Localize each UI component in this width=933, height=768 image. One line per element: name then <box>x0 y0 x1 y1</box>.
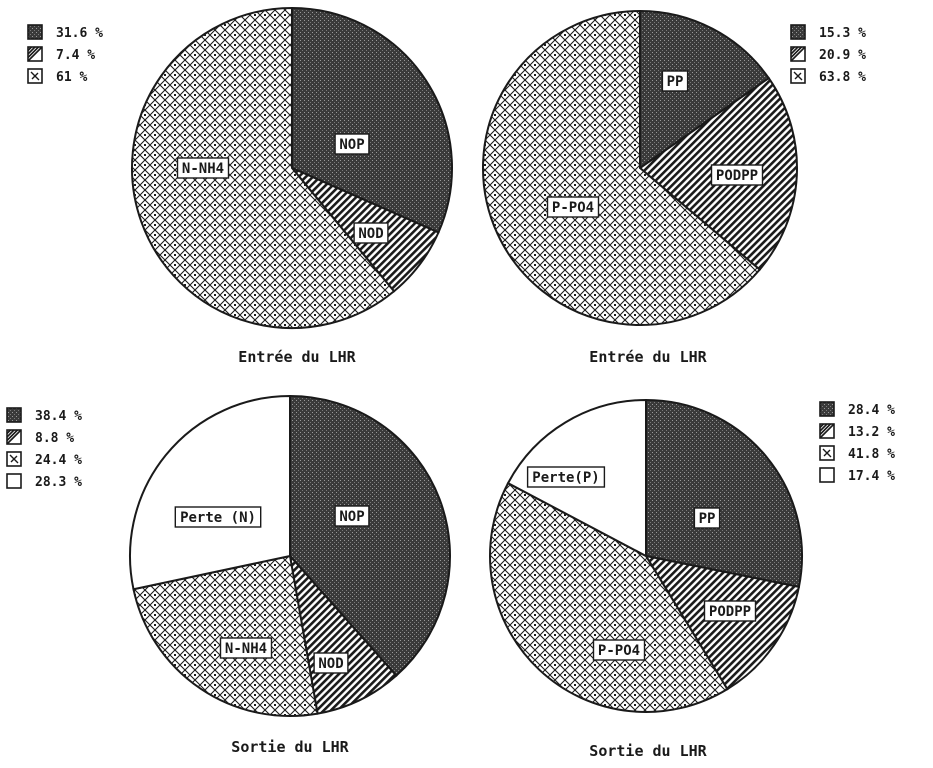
pie-chart-1-slices <box>131 6 453 329</box>
pie-chart-4-caption: Sortie du LHR <box>589 742 707 760</box>
pie-chart-1: NOP NOD N-NH4 31.6 % 7.4 % 61 % Entrée du LH… <box>27 6 453 366</box>
pie-1-slice-label-n-nh4: N-NH4 <box>176 157 230 179</box>
pie-1-slice-label-nod: NOD <box>353 222 389 244</box>
pie-3-slice-perte-n <box>129 394 291 591</box>
pie-3-slice-label-text-perte-n: Perte (N) <box>180 510 256 526</box>
pie-chart-4-slices <box>489 398 804 713</box>
pie-chart-4: PP PODPP P-PO4 Perte(P) 28.4 % 13.2 % 41.8 % 1… <box>489 398 895 760</box>
pie-3-legend-swatch-perte-n <box>6 473 22 489</box>
pie-chart-3-caption: Sortie du LHR <box>231 738 349 756</box>
pie-chart-4-labels: PP PODPP P-PO4 Perte(P) <box>526 466 757 661</box>
pie-2-slice-label-text-pp: PP <box>667 74 684 90</box>
pie-3-slice-label-nod: NOD <box>313 652 349 674</box>
pie-1-legend-value-nod: 7.4 % <box>56 48 95 63</box>
pie-2-legend-swatch-p-po4 <box>790 68 806 84</box>
pie-4-legend-swatch-podpp <box>819 423 835 439</box>
pie-3-slice-n-nh4 <box>132 554 319 717</box>
pie-1-slice-nop <box>291 6 453 234</box>
pie-2-slice-pp <box>639 9 771 170</box>
pie-2-slice-p-po4 <box>482 9 762 326</box>
pie-chart-3-labels: NOP NOD N-NH4 Perte (N) <box>174 505 370 674</box>
pie-4-slice-podpp <box>643 554 801 691</box>
pie-4-slice-label-pp: PP <box>693 507 721 529</box>
pie-3-legend-swatch-nod <box>6 429 22 445</box>
pie-chart-4-legend: 28.4 % 13.2 % 41.8 % 17.4 % <box>819 401 895 484</box>
pie-1-slice-n-nh4 <box>131 6 396 329</box>
pie-4-slice-label-podpp: PODPP <box>703 600 757 622</box>
pie-1-legend-value-n-nh4: 61 % <box>56 70 87 85</box>
pie-3-legend-swatch-nop <box>6 407 22 423</box>
pie-2-legend-value-pp: 15.3 % <box>819 26 866 41</box>
pie-2-slice-label-text-podpp: PODPP <box>716 168 758 184</box>
pie-2-legend-value-podpp: 20.9 % <box>819 48 866 63</box>
pie-3-slice-label-n-nh4: N-NH4 <box>219 637 273 659</box>
pie-chart-1-labels: NOP NOD N-NH4 <box>176 133 389 244</box>
pie-1-slice-label-text-n-nh4: N-NH4 <box>182 161 224 177</box>
pie-1-slice-label-text-nop: NOP <box>339 137 364 153</box>
pie-chart-2-legend: 15.3 % 20.9 % 63.8 % <box>790 24 866 85</box>
pie-1-legend-swatch-nod <box>27 46 43 62</box>
pie-3-legend-value-n-nh4: 24.4 % <box>35 453 82 468</box>
pie-2-legend-swatch-podpp <box>790 46 806 62</box>
pie-1-legend-value-nop: 31.6 % <box>56 26 103 41</box>
pie-3-legend-swatch-n-nh4 <box>6 451 22 467</box>
pie-3-legend-value-perte-n: 28.3 % <box>35 475 82 490</box>
pie-3-legend-value-nod: 8.8 % <box>35 431 74 446</box>
pie-3-slice-nod <box>288 552 398 715</box>
pie-2-slice-label-pp: PP <box>661 70 689 92</box>
pie-4-slice-pp <box>645 398 804 589</box>
pie-chart-2: PP PODPP P-PO4 15.3 % 20.9 % 63.8 % Entrée d… <box>482 9 866 366</box>
pie-4-slice-label-text-perte-p: Perte(P) <box>532 470 599 486</box>
pie-4-legend-value-podpp: 13.2 % <box>848 425 895 440</box>
pie-3-slice-label-text-n-nh4: N-NH4 <box>225 641 267 657</box>
pie-1-legend-swatch-nop <box>27 24 43 40</box>
pie-4-legend-swatch-pp <box>819 401 835 417</box>
pie-3-legend-value-nop: 38.4 % <box>35 409 82 424</box>
pie-3-slice-nop <box>289 394 451 678</box>
pie-4-slice-p-po4 <box>489 481 729 713</box>
pie-4-legend-swatch-p-po4 <box>819 445 835 461</box>
pie-1-slice-label-text-nod: NOD <box>358 226 383 242</box>
pie-chart-2-caption: Entrée du LHR <box>589 348 707 366</box>
pie-4-legend-value-pp: 28.4 % <box>848 403 895 418</box>
pie-chart-3-slices <box>129 394 451 717</box>
pie-chart-3: NOP NOD N-NH4 Perte (N) 38.4 % 8.8 % 24.4 % 28… <box>6 394 451 756</box>
pie-4-legend-value-p-po4: 41.8 % <box>848 447 895 462</box>
pie-3-slice-label-text-nop: NOP <box>339 509 364 525</box>
pie-2-slice-label-p-po4: P-PO4 <box>546 196 600 218</box>
pie-4-slice-label-p-po4: P-PO4 <box>592 639 646 661</box>
pie-3-slice-label-nop: NOP <box>334 505 370 527</box>
pie-chart-2-labels: PP PODPP P-PO4 <box>546 70 764 218</box>
pie-2-slice-label-podpp: PODPP <box>710 164 764 186</box>
pie-1-legend-swatch-n-nh4 <box>27 68 43 84</box>
pie-4-slice-label-perte-p: Perte(P) <box>526 466 606 488</box>
pie-2-legend-swatch-pp <box>790 24 806 40</box>
pie-2-slice-label-text-p-po4: P-PO4 <box>552 200 594 216</box>
pie-4-slice-label-text-pp: PP <box>699 511 716 527</box>
pie-chart-3-legend: 38.4 % 8.8 % 24.4 % 28.3 % <box>6 407 82 490</box>
pie-4-legend-value-perte-p: 17.4 % <box>848 469 895 484</box>
pie-4-slice-label-text-p-po4: P-PO4 <box>598 643 640 659</box>
pie-3-slice-label-text-nod: NOD <box>318 656 343 672</box>
pie-chart-1-caption: Entrée du LHR <box>238 348 356 366</box>
pie-3-slice-label-perte-n: Perte (N) <box>174 506 262 528</box>
pie-4-slice-label-text-podpp: PODPP <box>709 604 751 620</box>
pie-chart-1-legend: 31.6 % 7.4 % 61 % <box>27 24 103 85</box>
pie-2-legend-value-p-po4: 63.8 % <box>819 70 866 85</box>
pie-1-slice-label-nop: NOP <box>334 133 370 155</box>
pie-4-legend-swatch-perte-p <box>819 467 835 483</box>
